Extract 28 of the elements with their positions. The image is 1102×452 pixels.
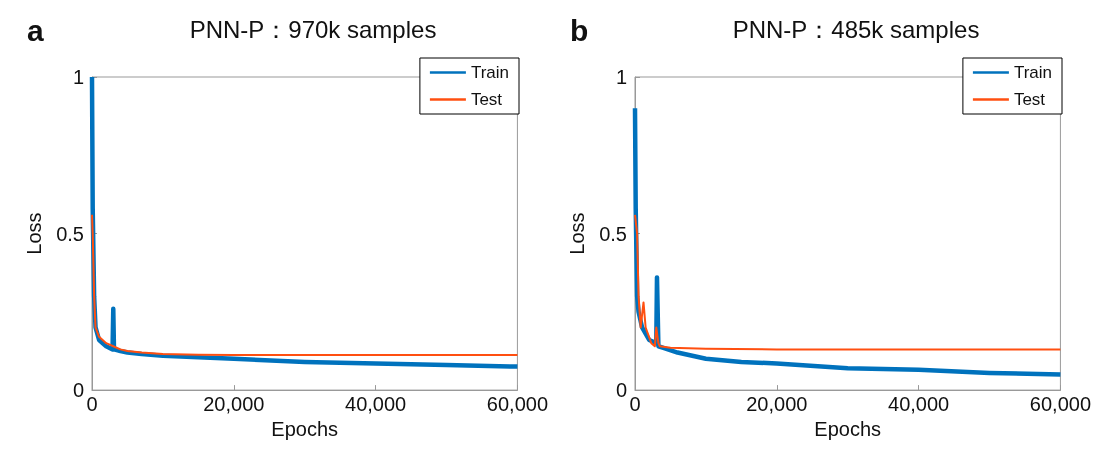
text: a xyxy=(27,13,44,47)
y-tick-label: 0 xyxy=(615,379,627,402)
y-tick-label: 0.5 xyxy=(56,222,84,245)
line-series xyxy=(634,213,1062,351)
y-tick-label: 1 xyxy=(615,66,627,88)
y-tick-label: 0.5 xyxy=(599,222,627,245)
chart-title: PNN-P：970k samples xyxy=(189,15,437,43)
x-axis-title: Epochs xyxy=(814,418,882,440)
x-tick-label: 40,000 xyxy=(345,393,407,416)
legend-label: Train xyxy=(470,63,510,82)
legend-label: Train xyxy=(1013,63,1053,82)
y-axis-title: Loss xyxy=(566,212,588,255)
y-tick-label: 1 xyxy=(72,66,84,88)
x-tick-label: 60,000 xyxy=(486,393,548,416)
x-tick-label: 20,000 xyxy=(746,393,808,416)
legend-label: Test xyxy=(1013,90,1046,109)
y-axis-title: Loss xyxy=(23,212,45,255)
x-tick-label: 60,000 xyxy=(1029,393,1091,416)
text: b xyxy=(570,13,589,47)
y-tick-label: 0 xyxy=(72,379,84,402)
legend-label: Test xyxy=(470,90,503,109)
x-tick-label: 0 xyxy=(629,393,641,416)
x-axis-title: Epochs xyxy=(271,418,339,440)
x-tick-label: 40,000 xyxy=(888,393,950,416)
x-tick-label: 0 xyxy=(86,393,98,416)
line-series xyxy=(91,213,519,357)
chart-title: PNN-P：485k samples xyxy=(732,15,980,43)
x-tick-label: 20,000 xyxy=(203,393,265,416)
